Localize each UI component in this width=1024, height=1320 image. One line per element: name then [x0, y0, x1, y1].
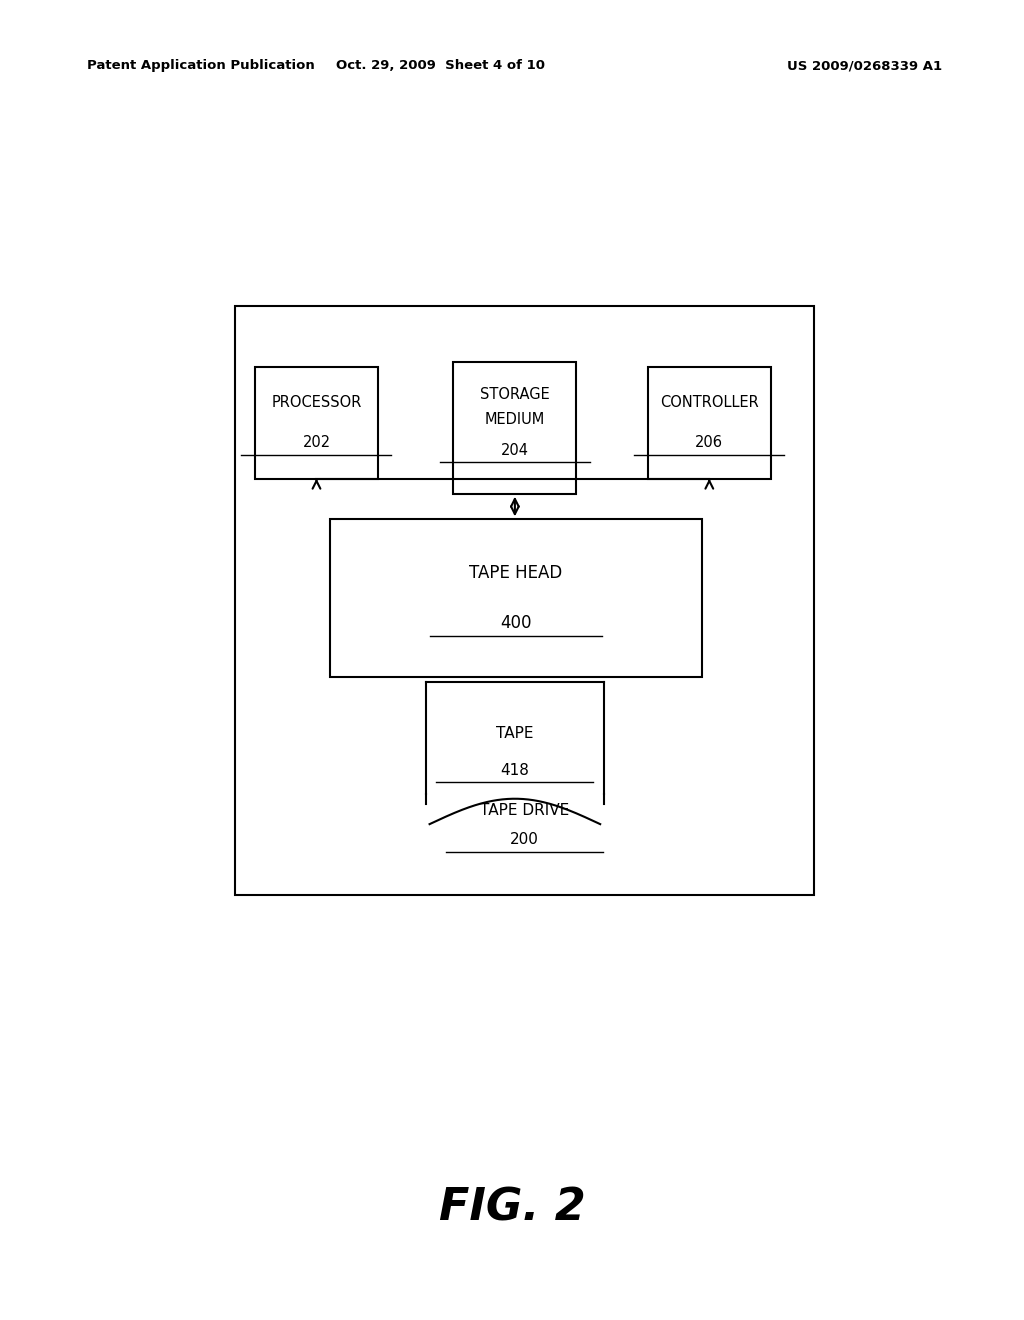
Text: FIG. 2: FIG. 2: [438, 1187, 586, 1229]
Text: 206: 206: [695, 436, 723, 450]
Text: 200: 200: [510, 832, 540, 847]
Text: 204: 204: [501, 442, 528, 458]
Text: 418: 418: [501, 763, 529, 777]
Bar: [648, 367, 771, 479]
Text: Oct. 29, 2009  Sheet 4 of 10: Oct. 29, 2009 Sheet 4 of 10: [336, 59, 545, 73]
Text: Patent Application Publication: Patent Application Publication: [87, 59, 314, 73]
Text: TAPE: TAPE: [497, 726, 534, 741]
Bar: [454, 362, 577, 494]
Text: 400: 400: [501, 614, 531, 632]
Text: TAPE HEAD: TAPE HEAD: [469, 564, 563, 582]
Text: PROCESSOR: PROCESSOR: [271, 395, 361, 409]
Bar: [236, 306, 814, 895]
Text: 202: 202: [302, 436, 331, 450]
Bar: [331, 519, 701, 677]
Text: MEDIUM: MEDIUM: [484, 412, 545, 428]
Text: TAPE DRIVE: TAPE DRIVE: [480, 804, 569, 818]
Bar: [255, 367, 378, 479]
Text: STORAGE: STORAGE: [480, 387, 550, 401]
Text: CONTROLLER: CONTROLLER: [659, 395, 759, 409]
Text: US 2009/0268339 A1: US 2009/0268339 A1: [787, 59, 942, 73]
